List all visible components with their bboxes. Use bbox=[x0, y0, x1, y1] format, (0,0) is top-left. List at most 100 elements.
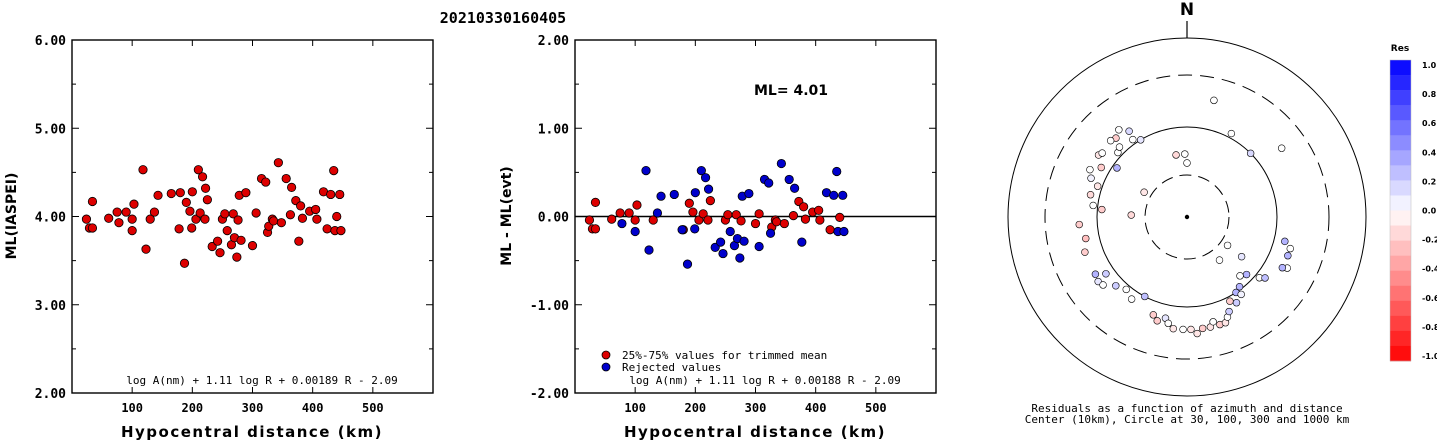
station-marker bbox=[1179, 325, 1187, 334]
data-point bbox=[739, 236, 749, 246]
residual-color-scale: Res 1.0 0.8 0.6 0.4 0.2 0.0 -0.2 -0.4 -0.6 -0.8 -1… bbox=[1389, 44, 1437, 362]
color-scale-label: 0.0 bbox=[1422, 207, 1437, 216]
data-point bbox=[185, 206, 195, 216]
data-point bbox=[784, 174, 794, 185]
data-point bbox=[736, 216, 746, 226]
data-point bbox=[232, 252, 242, 262]
data-point bbox=[149, 207, 160, 217]
data-point bbox=[276, 218, 286, 228]
azimuth-residual-map: N Residuals as a function of azimuth and… bbox=[1007, 0, 1367, 426]
color-scale-bar bbox=[1390, 270, 1411, 287]
data-point bbox=[326, 189, 336, 200]
data-point bbox=[112, 207, 122, 217]
data-point bbox=[200, 214, 210, 224]
legend-label-trimmed: 25%-75% values for trimmed mean bbox=[622, 349, 827, 362]
station-marker bbox=[1210, 96, 1218, 105]
data-point bbox=[121, 207, 131, 217]
color-scale-bar bbox=[1390, 90, 1411, 106]
data-point bbox=[228, 209, 238, 219]
station-marker bbox=[1277, 144, 1286, 152]
data-point bbox=[632, 200, 642, 210]
station-marker bbox=[1106, 136, 1115, 145]
station-marker bbox=[1115, 143, 1124, 151]
station-marker bbox=[1098, 149, 1106, 157]
station-marker bbox=[1225, 307, 1233, 316]
legend: 25%-75% values for trimmed mean Rejected… bbox=[601, 349, 827, 374]
data-point bbox=[735, 253, 745, 263]
station-marker bbox=[1246, 149, 1255, 158]
y-tick-label: -2.00 bbox=[530, 387, 569, 402]
data-point bbox=[175, 188, 185, 198]
data-point bbox=[703, 184, 714, 194]
color-scale-bar bbox=[1390, 75, 1411, 91]
color-scale-bar bbox=[1390, 60, 1411, 76]
station-marker bbox=[1235, 283, 1244, 291]
data-point bbox=[682, 259, 693, 269]
data-point bbox=[268, 216, 279, 226]
station-marker bbox=[1127, 211, 1135, 219]
data-point bbox=[825, 225, 835, 235]
data-point bbox=[617, 218, 627, 229]
station-marker bbox=[1089, 201, 1097, 210]
data-point bbox=[287, 182, 297, 192]
data-point bbox=[220, 209, 230, 219]
data-point bbox=[145, 214, 155, 224]
data-point bbox=[336, 226, 346, 236]
data-point bbox=[296, 201, 306, 211]
station-marker bbox=[1223, 241, 1232, 250]
data-point bbox=[829, 190, 839, 200]
color-scale-bar bbox=[1390, 300, 1411, 317]
y-tick-label: 1.00 bbox=[538, 122, 569, 137]
data-point bbox=[814, 205, 824, 215]
formula-label: log A(nm) + 1.11 log R + 0.00189 R - 2.0… bbox=[126, 374, 398, 387]
ring-1000km bbox=[1007, 37, 1367, 397]
color-scale-bar bbox=[1390, 120, 1411, 136]
data-point bbox=[215, 248, 225, 258]
legend-marker-rejected bbox=[601, 362, 611, 372]
station-marker bbox=[1227, 129, 1236, 138]
color-scale-labels: 1.0 0.8 0.6 0.4 0.2 0.0 -0.2 -0.4 -0.6 -0.8 -1.0 bbox=[1422, 61, 1437, 361]
data-point bbox=[285, 210, 296, 220]
caption-line-2: Center (10km), Circle at 30, 100, 300 an… bbox=[1025, 413, 1350, 426]
data-point bbox=[166, 188, 176, 199]
residual-vs-distance-chart: ML - ML(evt) Hypocentral distance (km) M… bbox=[499, 34, 937, 441]
color-scale-label: -0.4 bbox=[1422, 265, 1437, 274]
ring-30km bbox=[1144, 174, 1230, 260]
data-point bbox=[718, 248, 728, 259]
data-point bbox=[700, 173, 711, 183]
station-marker bbox=[1237, 252, 1246, 261]
color-scale-label: 0.8 bbox=[1422, 90, 1437, 99]
station-marker bbox=[1113, 164, 1121, 172]
data-point bbox=[725, 226, 735, 237]
color-scale-bar bbox=[1390, 150, 1411, 166]
station-marker bbox=[1236, 272, 1244, 280]
data-points bbox=[584, 158, 849, 269]
data-point bbox=[630, 226, 640, 237]
data-point bbox=[332, 211, 342, 222]
data-point bbox=[200, 183, 211, 193]
color-scale-bar bbox=[1390, 240, 1411, 256]
data-point bbox=[703, 215, 713, 225]
data-point bbox=[716, 237, 726, 247]
data-point bbox=[141, 244, 151, 254]
data-point bbox=[832, 166, 842, 177]
station-marker bbox=[1209, 318, 1217, 326]
station-marker bbox=[1164, 319, 1172, 328]
station-marker bbox=[1122, 285, 1130, 294]
data-point bbox=[630, 215, 640, 225]
data-point bbox=[641, 166, 651, 176]
data-point bbox=[835, 212, 845, 222]
station-marker bbox=[1087, 174, 1095, 182]
data-point bbox=[247, 241, 258, 251]
data-point bbox=[684, 198, 694, 208]
caption-line-1: Residuals as a function of azimuth and d… bbox=[1031, 402, 1342, 415]
ml-vs-distance-chart: ML(IASPEI) Hypocentral distance (km) log… bbox=[4, 34, 434, 441]
color-scale-label: -0.2 bbox=[1422, 236, 1437, 245]
data-point bbox=[776, 158, 786, 169]
x-tick-label: 300 bbox=[242, 401, 264, 415]
data-point bbox=[329, 166, 339, 176]
figure-title: 20210330160405 bbox=[440, 9, 566, 27]
data-point bbox=[187, 223, 197, 233]
color-scale-bar bbox=[1390, 330, 1411, 347]
station-marker bbox=[1098, 205, 1106, 214]
